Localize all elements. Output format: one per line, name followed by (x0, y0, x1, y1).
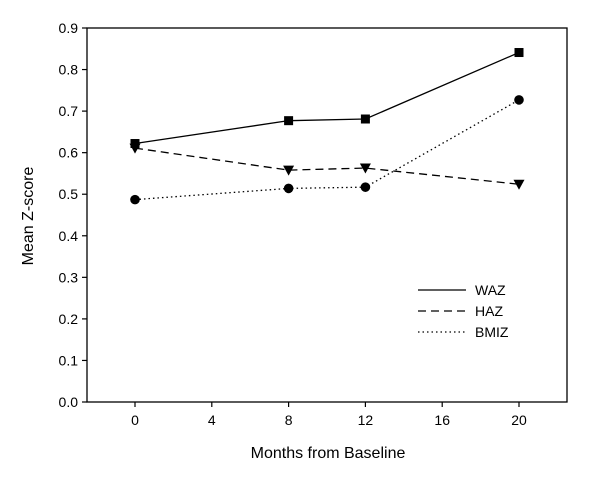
y-tick-label: 0.3 (59, 269, 79, 285)
series-waz (130, 48, 524, 149)
data-point-haz (359, 163, 371, 174)
data-point-bmiz (283, 183, 294, 194)
data-point-haz (283, 165, 295, 176)
y-tick-label: 0.6 (59, 145, 79, 161)
y-tick-label: 0.4 (59, 228, 79, 244)
data-point-waz (514, 48, 524, 58)
data-point-haz (513, 179, 525, 190)
x-axis-title: Months from Baseline (251, 445, 406, 462)
series-line-haz (134, 147, 520, 185)
data-point-bmiz (360, 182, 371, 192)
y-tick-label: 0.5 (59, 186, 79, 202)
data-point-bmiz (130, 194, 140, 205)
y-tick-label: 0.7 (59, 103, 79, 119)
y-tick-label: 0.8 (59, 62, 79, 78)
data-point-haz (129, 143, 141, 154)
y-tick-label: 0.2 (59, 311, 79, 327)
legend-label-haz: HAZ (475, 303, 503, 319)
x-tick-label: 8 (285, 412, 293, 428)
legend-label-waz: WAZ (475, 282, 506, 298)
data-point-waz (360, 114, 370, 124)
x-tick-label: 16 (434, 412, 450, 428)
y-tick-label: 0.1 (59, 352, 79, 368)
x-tick-label: 4 (208, 412, 216, 428)
x-tick-label: 20 (511, 412, 527, 428)
data-point-bmiz (514, 95, 524, 105)
y-tick-label: 0.0 (59, 394, 79, 410)
plot-border (86, 27, 568, 403)
plot-frame (86, 27, 568, 403)
data-point-waz (130, 139, 140, 149)
series-line-bmiz (134, 99, 520, 201)
legend-label-bmiz: BMIZ (475, 324, 509, 340)
data-point-waz (284, 116, 294, 126)
x-tick-label: 12 (358, 412, 374, 428)
x-axis: 0 4 8 12 16 20 (131, 402, 527, 428)
x-tick-label: 0 (131, 412, 139, 428)
y-axis: 0.0 0.1 0.2 0.3 0.4 0.5 0.6 0.7 0.8 0.9 (59, 20, 87, 410)
series-haz (129, 143, 525, 190)
y-axis-title: Mean Z-score (20, 167, 37, 266)
series-bmiz (130, 95, 524, 205)
y-tick-label: 0.9 (59, 20, 79, 36)
series-layer (129, 48, 525, 205)
legend: WAZ HAZ BMIZ (418, 282, 509, 340)
series-line-waz (134, 51, 520, 145)
